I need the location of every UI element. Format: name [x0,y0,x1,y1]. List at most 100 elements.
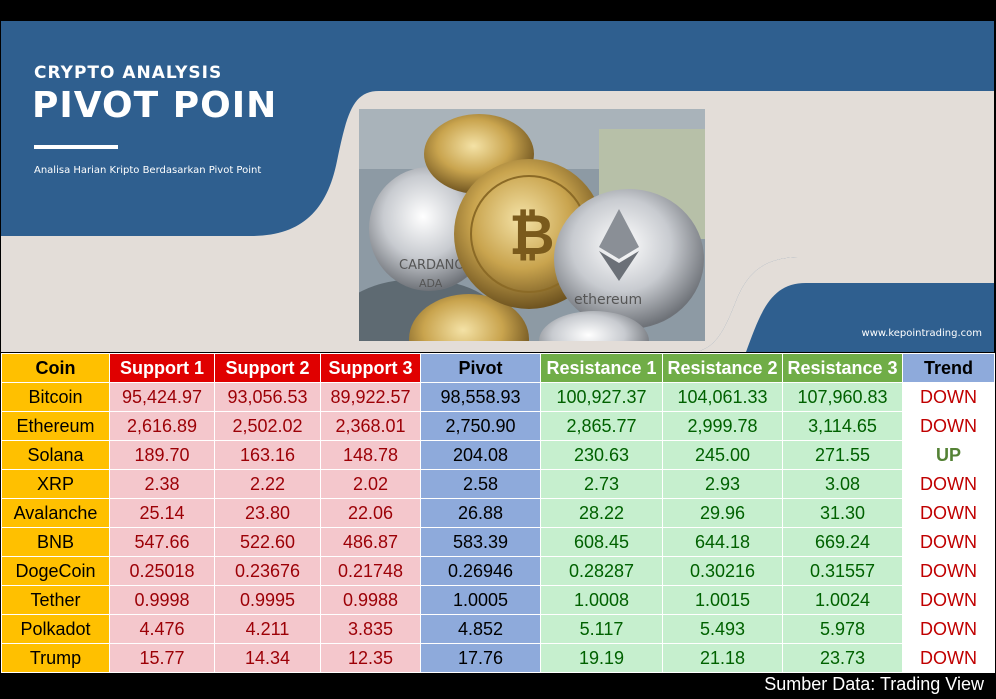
cell-resistance-3: 0.31557 [782,556,903,586]
cell-resistance-1: 19.19 [540,643,663,673]
cell-support-3: 12.35 [320,643,421,673]
cell-resistance-2: 5.493 [662,614,783,644]
cell-support-1: 4.476 [109,614,215,644]
cell-coin: Trump [1,643,110,673]
cell-support-1: 25.14 [109,498,215,528]
cell-pivot: 98,558.93 [420,382,541,412]
cell-support-1: 2,616.89 [109,411,215,441]
cell-resistance-2: 0.30216 [662,556,783,586]
table-row: Solana 189.70 163.16 148.78 204.08 230.63 245.… [1,440,995,470]
cell-trend: DOWN [902,382,995,412]
cell-resistance-2: 2,999.78 [662,411,783,441]
header-trend: Trend [902,353,995,383]
cell-trend: DOWN [902,556,995,586]
header-resistance-3: Resistance 3 [782,353,903,383]
header-support-2: Support 2 [214,353,321,383]
table-header-row: Coin Support 1 Support 2 Support 3 Pivot… [1,353,995,383]
table-row: Avalanche 25.14 23.80 22.06 26.88 28.22 29.96 3… [1,498,995,528]
crypto-coins-photo: CARDANO ADA ₿ ethereum [359,109,705,341]
cell-trend: DOWN [902,585,995,615]
svg-text:ethereum: ethereum [574,292,642,308]
cell-resistance-1: 0.28287 [540,556,663,586]
cell-resistance-3: 3,114.65 [782,411,903,441]
banner-kicker: CRYPTO ANALYSIS [34,63,223,83]
table-row: BNB 547.66 522.60 486.87 583.39 608.45 644.18 6… [1,527,995,557]
cell-support-2: 0.23676 [214,556,321,586]
cell-coin: DogeCoin [1,556,110,586]
cell-support-3: 22.06 [320,498,421,528]
cell-support-1: 95,424.97 [109,382,215,412]
cell-trend: UP [902,440,995,470]
cell-support-3: 0.21748 [320,556,421,586]
cell-resistance-3: 271.55 [782,440,903,470]
header-resistance-1: Resistance 1 [540,353,663,383]
title-underline [34,145,118,149]
table-row: Trump 15.77 14.34 12.35 17.76 19.19 21.18 23.73… [1,643,995,673]
cell-support-3: 89,922.57 [320,382,421,412]
cell-pivot: 2,750.90 [420,411,541,441]
banner-subtitle: Analisa Harian Kripto Berdasarkan Pivot … [34,165,262,176]
website-url: www.kepointrading.com [861,328,982,339]
cell-trend: DOWN [902,527,995,557]
cell-support-1: 189.70 [109,440,215,470]
cell-pivot: 26.88 [420,498,541,528]
cell-coin: Solana [1,440,110,470]
cell-support-1: 15.77 [109,643,215,673]
svg-text:CARDANO: CARDANO [399,258,465,273]
cell-pivot: 0.26946 [420,556,541,586]
cell-resistance-1: 230.63 [540,440,663,470]
cell-coin: Ethereum [1,411,110,441]
cell-support-3: 0.9988 [320,585,421,615]
cell-trend: DOWN [902,498,995,528]
cell-resistance-2: 644.18 [662,527,783,557]
cell-resistance-3: 23.73 [782,643,903,673]
cell-support-2: 23.80 [214,498,321,528]
cell-resistance-1: 608.45 [540,527,663,557]
cell-support-2: 522.60 [214,527,321,557]
cell-resistance-1: 5.117 [540,614,663,644]
cell-resistance-1: 2.73 [540,469,663,499]
cell-trend: DOWN [902,614,995,644]
cell-support-3: 148.78 [320,440,421,470]
cell-trend: DOWN [902,643,995,673]
header-pivot: Pivot [420,353,541,383]
table-row: Tether 0.9998 0.9995 0.9988 1.0005 1.0008 1.00… [1,585,995,615]
cell-support-3: 2,368.01 [320,411,421,441]
cell-resistance-3: 669.24 [782,527,903,557]
cell-coin: Polkadot [1,614,110,644]
cell-support-2: 2,502.02 [214,411,321,441]
data-source-credit: Sumber Data: Trading View [764,674,984,694]
cell-coin: XRP [1,469,110,499]
cell-resistance-3: 5.978 [782,614,903,644]
cell-resistance-1: 100,927.37 [540,382,663,412]
banner-title: PIVOT POIN [32,85,278,126]
cell-support-1: 0.25018 [109,556,215,586]
cell-support-2: 0.9995 [214,585,321,615]
cell-resistance-1: 2,865.77 [540,411,663,441]
table-row: Bitcoin 95,424.97 93,056.53 89,922.57 98,558… [1,382,995,412]
cell-resistance-2: 2.93 [662,469,783,499]
cell-support-2: 93,056.53 [214,382,321,412]
cell-pivot: 17.76 [420,643,541,673]
cell-coin: Avalanche [1,498,110,528]
cell-trend: DOWN [902,411,995,441]
cell-pivot: 2.58 [420,469,541,499]
table-row: DogeCoin 0.25018 0.23676 0.21748 0.26946 0.28… [1,556,995,586]
cell-support-2: 163.16 [214,440,321,470]
cell-support-1: 2.38 [109,469,215,499]
cell-support-1: 0.9998 [109,585,215,615]
cell-pivot: 1.0005 [420,585,541,615]
cell-support-3: 486.87 [320,527,421,557]
svg-text:ADA: ADA [419,277,443,290]
header-support-3: Support 3 [320,353,421,383]
header-support-1: Support 1 [109,353,215,383]
cell-pivot: 204.08 [420,440,541,470]
cell-support-2: 4.211 [214,614,321,644]
table-row: Polkadot 4.476 4.211 3.835 4.852 5.117 5.493 5.… [1,614,995,644]
cell-coin: Bitcoin [1,382,110,412]
svg-text:₿: ₿ [509,203,555,268]
cell-support-2: 14.34 [214,643,321,673]
cell-pivot: 583.39 [420,527,541,557]
table-body: Bitcoin 95,424.97 93,056.53 89,922.57 98,558… [1,382,995,673]
table-row: Ethereum 2,616.89 2,502.02 2,368.01 2,750.90… [1,411,995,441]
